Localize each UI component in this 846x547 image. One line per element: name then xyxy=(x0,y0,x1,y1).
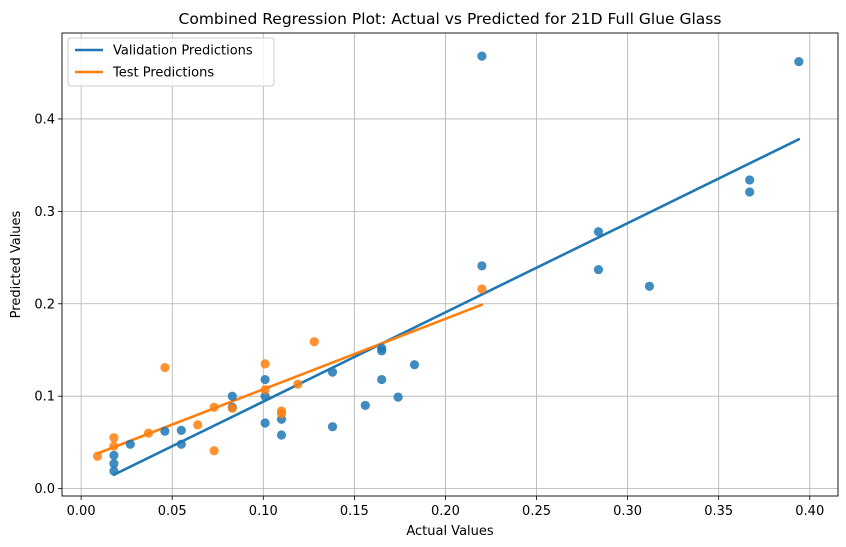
validation-point xyxy=(745,187,755,197)
test-point xyxy=(143,428,154,438)
validation-point xyxy=(109,459,119,469)
x-tick-label: 0.35 xyxy=(704,504,733,519)
test-point xyxy=(92,451,103,461)
test-point xyxy=(260,385,270,395)
x-tick-label: 0.20 xyxy=(431,504,460,519)
x-tick-label: 0.05 xyxy=(158,504,187,519)
validation-point xyxy=(125,439,135,449)
test-point xyxy=(293,379,303,389)
x-axis-label: Actual Values xyxy=(406,524,494,539)
plot-frame xyxy=(61,32,839,497)
validation-point xyxy=(176,425,186,435)
legend-box xyxy=(67,37,275,87)
y-tick-label: 0.0 xyxy=(34,482,55,497)
validation-point xyxy=(160,426,170,436)
legend-label-test: Test Predictions xyxy=(112,66,214,81)
validation-point xyxy=(477,51,487,61)
test-point xyxy=(477,284,487,294)
validation-point xyxy=(260,418,270,428)
legend: Validation Predictions Test Predictions xyxy=(67,37,275,87)
validation-point xyxy=(327,367,338,377)
validation-point xyxy=(644,281,655,291)
test-point xyxy=(109,441,119,451)
validation-point xyxy=(409,360,420,370)
test-point xyxy=(227,403,237,413)
y-tick-label: 0.2 xyxy=(34,297,55,312)
test-point xyxy=(260,359,270,369)
validation-point xyxy=(176,439,186,449)
x-tick-label: 0.40 xyxy=(795,504,824,519)
axis-ticks: 0.00 0.05 0.10 0.15 0.20 0.25 0.30 0.35 0.40 0.0 0… xyxy=(34,112,824,519)
test-point xyxy=(276,409,287,419)
validation-point xyxy=(377,346,387,356)
test-point xyxy=(193,420,203,430)
x-tick-label: 0.10 xyxy=(249,504,278,519)
chart-title: Combined Regression Plot: Actual vs Pred… xyxy=(179,10,722,28)
y-tick-label: 0.4 xyxy=(34,112,55,127)
validation-point xyxy=(593,264,604,275)
validation-point xyxy=(109,466,119,476)
validation-point xyxy=(393,392,403,402)
validation-point xyxy=(593,227,604,237)
validation-fit-line xyxy=(112,137,801,477)
validation-point xyxy=(276,430,287,440)
x-tick-label: 0.30 xyxy=(613,504,642,519)
test-point xyxy=(209,446,219,456)
validation-point xyxy=(327,422,338,432)
x-tick-label: 0.00 xyxy=(67,504,96,519)
validation-point xyxy=(260,391,270,401)
data-points xyxy=(92,51,804,476)
test-point xyxy=(160,362,170,373)
y-tick-label: 0.3 xyxy=(34,205,55,220)
validation-point xyxy=(377,374,387,385)
validation-point xyxy=(260,374,270,385)
x-tick-label: 0.25 xyxy=(522,504,551,519)
validation-point xyxy=(109,450,119,460)
legend-label-validation: Validation Predictions xyxy=(113,44,253,59)
y-tick-label: 0.1 xyxy=(34,390,55,405)
validation-point xyxy=(745,175,755,185)
validation-point xyxy=(227,391,237,401)
test-point xyxy=(109,433,119,443)
validation-point xyxy=(360,400,370,411)
x-tick-label: 0.15 xyxy=(340,504,369,519)
test-point xyxy=(209,402,219,412)
validation-point xyxy=(477,261,487,271)
validation-point xyxy=(794,57,804,67)
grid xyxy=(62,33,838,496)
test-point xyxy=(309,337,319,347)
y-axis-label: Predicted Values xyxy=(9,210,24,318)
